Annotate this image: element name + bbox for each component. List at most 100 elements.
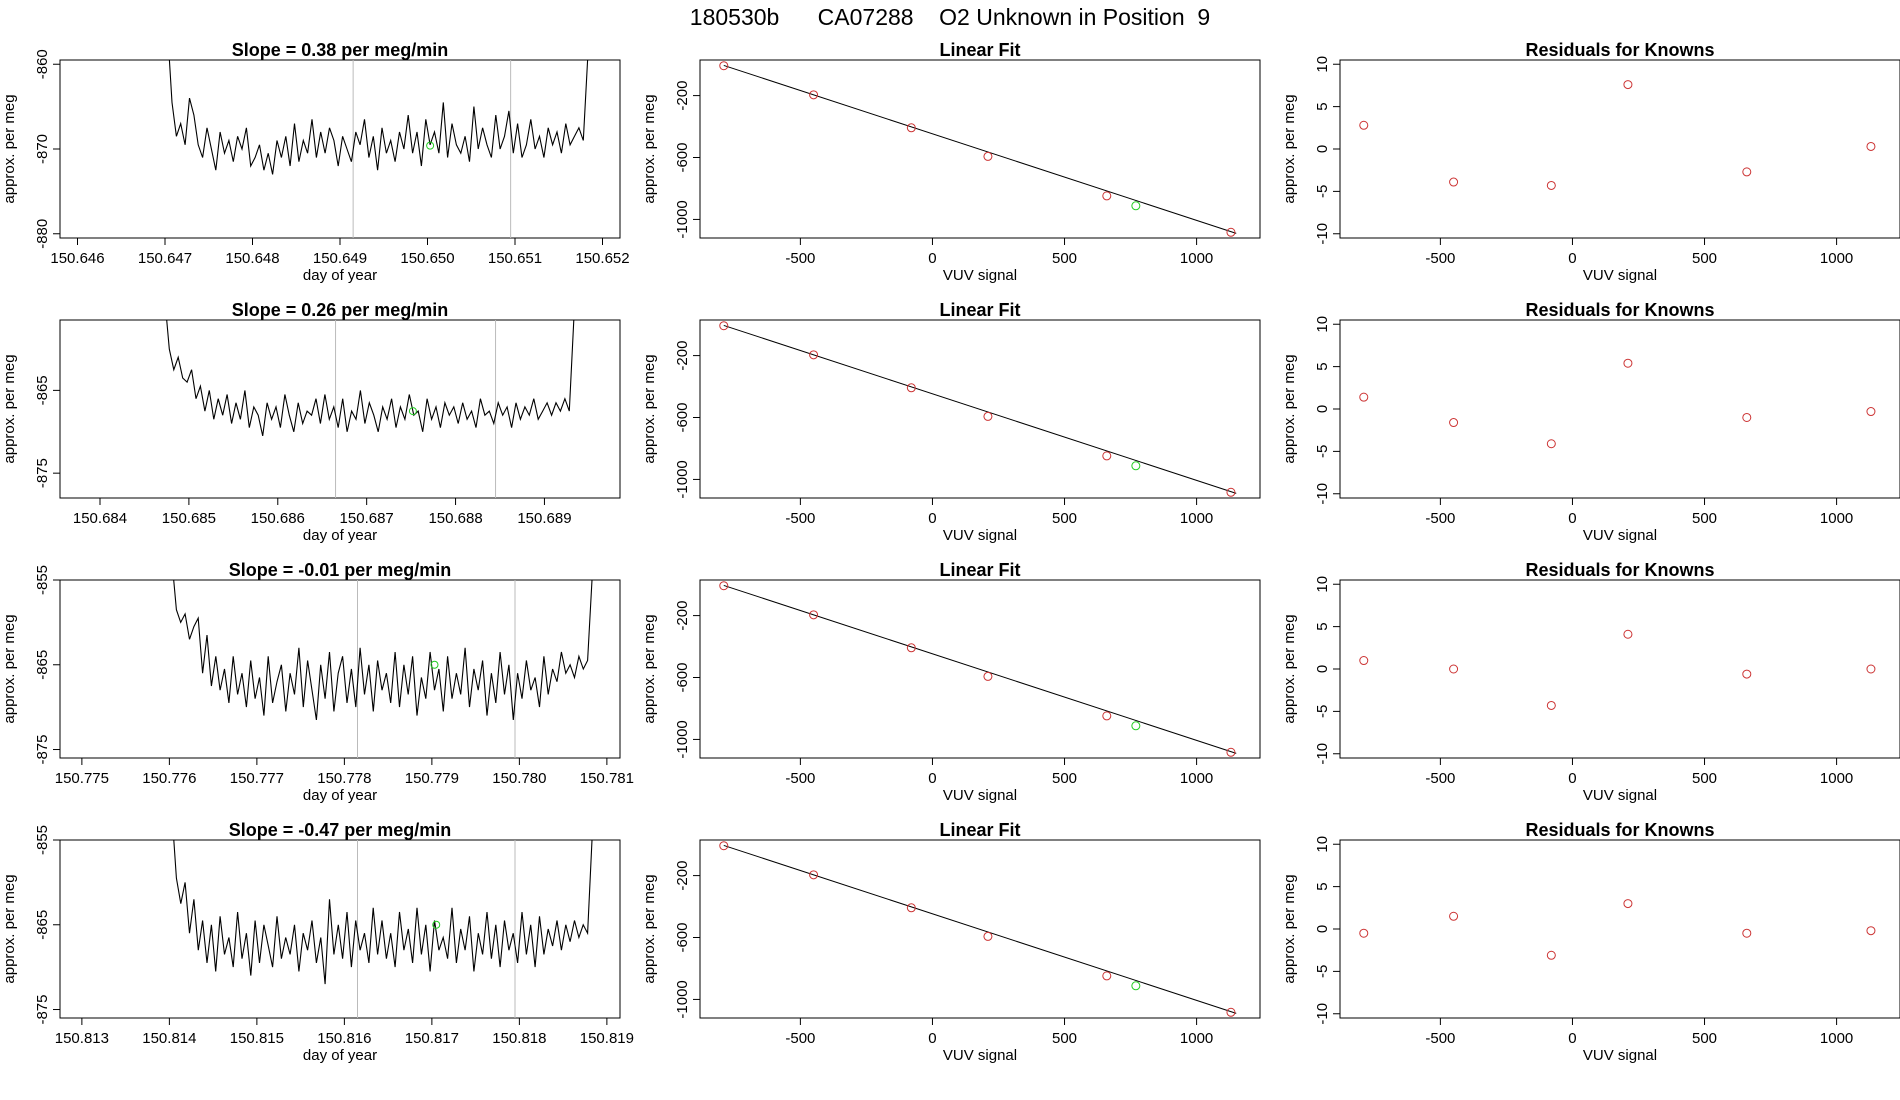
y-axis-label: approx. per meg (641, 94, 658, 203)
panel-2-1: Slope = 0.26 per meg/min 150.684 150.685 15… (1, 300, 621, 544)
x-tick-label: 150.652 (575, 250, 629, 267)
y-tick-label: -880 (34, 219, 51, 249)
panel-1-1: Slope = 0.38 per meg/min 150.646 150.647 15… (1, 40, 630, 284)
x-tick-label: 0 (1568, 770, 1576, 787)
x-tick-label: 150.818 (492, 1030, 546, 1047)
y-tick-label: 0 (1314, 665, 1331, 673)
known-point-marker (1102, 971, 1112, 981)
known-point-marker (1226, 487, 1236, 497)
known-point-marker (1449, 664, 1459, 674)
x-axis-label: VUV signal (943, 787, 1017, 804)
x-tick-label: -500 (1425, 770, 1455, 787)
known-point-marker (1449, 418, 1459, 428)
y-axis-label: approx. per meg (641, 614, 658, 723)
known-point-marker (809, 610, 819, 620)
panel-2-3: Residuals for Knowns -500 0 500 1000 VUV sign… (1281, 300, 1900, 544)
x-tick-label: -500 (1425, 250, 1455, 267)
data-series-line (168, 59, 589, 175)
x-tick-label: 150.780 (492, 770, 546, 787)
x-tick-label: 0 (1568, 250, 1576, 267)
known-point-marker (1226, 1007, 1236, 1017)
plot-frame (59, 319, 621, 499)
y-tick-label: 0 (1314, 145, 1331, 153)
known-point-marker (1742, 412, 1752, 422)
x-tick-label: 0 (1568, 510, 1576, 527)
x-tick-label: 150.775 (55, 770, 109, 787)
y-tick-label: 10 (1314, 576, 1331, 593)
known-point-marker (1359, 120, 1369, 130)
x-tick-label: 500 (1052, 1030, 1077, 1047)
known-point-marker (1546, 439, 1556, 449)
y-tick-label: -600 (674, 922, 691, 952)
known-point-marker (1623, 358, 1633, 368)
x-tick-label: -500 (785, 510, 815, 527)
x-axis-label: day of year (303, 787, 377, 804)
x-tick-label: 500 (1692, 510, 1717, 527)
known-point-marker (1623, 899, 1633, 909)
x-tick-label: 150.777 (230, 770, 284, 787)
panel-1-2: Linear Fit -500 0 500 1000 VUV signal -1000 -60… (641, 40, 1261, 284)
y-tick-label: -1000 (674, 720, 691, 758)
panel-title: Residuals for Knowns (1525, 300, 1714, 320)
x-tick-label: 500 (1692, 250, 1717, 267)
x-tick-label: 1000 (1180, 770, 1213, 787)
x-axis-label: day of year (303, 527, 377, 544)
panel-1-3: Residuals for Knowns -500 0 500 1000 VUV sign… (1281, 40, 1900, 284)
y-axis-label: approx. per meg (1, 874, 18, 983)
known-point-marker (1546, 180, 1556, 190)
panel-title: Slope = 0.38 per meg/min (232, 40, 449, 60)
y-axis-label: approx. per meg (1281, 94, 1298, 203)
panel-4-1: Slope = -0.47 per meg/min 150.813 150.814 1… (1, 820, 634, 1064)
fit-line (723, 844, 1237, 1014)
unknown-point-marker (1131, 721, 1141, 731)
known-point-marker (809, 870, 819, 880)
known-point-marker (906, 383, 916, 393)
x-tick-label: 500 (1052, 770, 1077, 787)
x-axis-label: day of year (303, 267, 377, 284)
x-tick-label: 150.813 (55, 1030, 109, 1047)
known-point-marker (719, 321, 729, 331)
plot-frame (59, 839, 621, 1019)
unknown-point-marker (432, 920, 441, 929)
y-tick-label: -200 (674, 341, 691, 371)
x-tick-label: 150.779 (405, 770, 459, 787)
y-tick-label: -865 (34, 910, 51, 940)
x-axis-label: VUV signal (1583, 527, 1657, 544)
y-tick-label: -600 (674, 662, 691, 692)
known-point-marker (906, 123, 916, 133)
x-tick-label: 150.684 (73, 510, 127, 527)
x-tick-label: 500 (1052, 250, 1077, 267)
x-tick-label: 0 (928, 250, 936, 267)
figure-title: 180530b CA07288 O2 Unknown in Position 9 (689, 4, 1211, 30)
data-series-line (173, 839, 593, 985)
plot-frame (1339, 59, 1900, 239)
x-axis-label: VUV signal (1583, 1047, 1657, 1064)
known-point-marker (1359, 392, 1369, 402)
x-tick-label: 1000 (1820, 250, 1853, 267)
y-tick-label: -865 (34, 650, 51, 680)
y-tick-label: 5 (1314, 362, 1331, 370)
y-tick-label: -865 (34, 375, 51, 405)
known-point-marker (1449, 177, 1459, 187)
x-tick-label: 150.817 (405, 1030, 459, 1047)
plot-frame (699, 839, 1261, 1019)
y-tick-label: -600 (674, 402, 691, 432)
x-axis-label: day of year (303, 1047, 377, 1064)
known-point-marker (719, 581, 729, 591)
panel-title: Residuals for Knowns (1525, 40, 1714, 60)
x-tick-label: 150.685 (162, 510, 216, 527)
panel-title: Residuals for Knowns (1525, 820, 1714, 840)
x-axis-label: VUV signal (1583, 787, 1657, 804)
x-axis-label: VUV signal (943, 1047, 1017, 1064)
data-series-line (166, 319, 575, 437)
x-tick-label: 1000 (1180, 250, 1213, 267)
y-tick-label: 10 (1314, 56, 1331, 73)
y-tick-label: -200 (674, 81, 691, 111)
unknown-point-marker (426, 141, 435, 150)
known-point-marker (809, 350, 819, 360)
fit-line (723, 64, 1237, 234)
x-tick-label: 150.776 (142, 770, 196, 787)
y-tick-label: -200 (674, 601, 691, 631)
known-point-marker (1866, 407, 1876, 417)
panel-4-2: Linear Fit -500 0 500 1000 VUV signal -1000 -60… (641, 820, 1261, 1064)
